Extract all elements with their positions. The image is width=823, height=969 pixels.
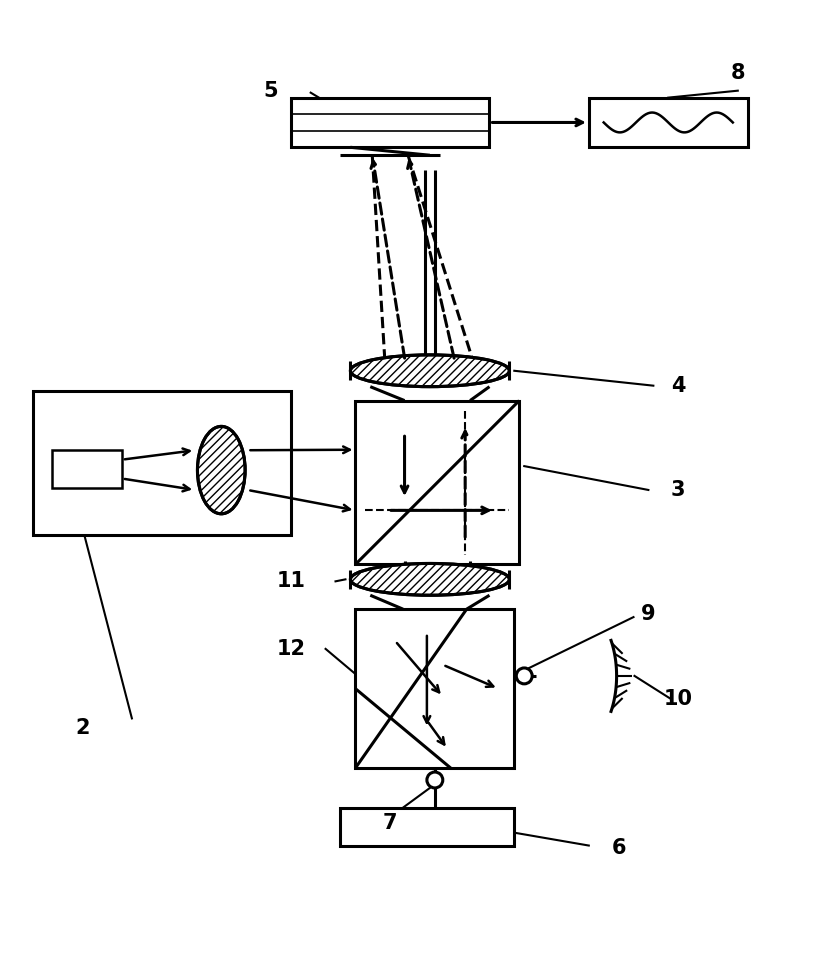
Text: 12: 12: [277, 639, 305, 659]
Bar: [356, 400, 519, 565]
Text: 6: 6: [611, 837, 625, 858]
Text: 9: 9: [641, 604, 656, 624]
Ellipse shape: [351, 563, 509, 595]
Bar: [291, 98, 490, 147]
Text: 7: 7: [383, 813, 398, 832]
Ellipse shape: [198, 426, 245, 514]
Text: 2: 2: [75, 718, 90, 738]
Bar: [53, 451, 122, 488]
Bar: [588, 98, 748, 147]
Text: 10: 10: [663, 689, 693, 708]
Text: 4: 4: [671, 376, 686, 395]
Ellipse shape: [351, 355, 509, 387]
Bar: [356, 610, 514, 768]
Text: 8: 8: [731, 63, 745, 82]
Text: 3: 3: [671, 480, 686, 500]
Text: 11: 11: [277, 572, 305, 591]
Bar: [33, 391, 291, 535]
Text: 5: 5: [263, 80, 278, 101]
Bar: [341, 808, 514, 846]
